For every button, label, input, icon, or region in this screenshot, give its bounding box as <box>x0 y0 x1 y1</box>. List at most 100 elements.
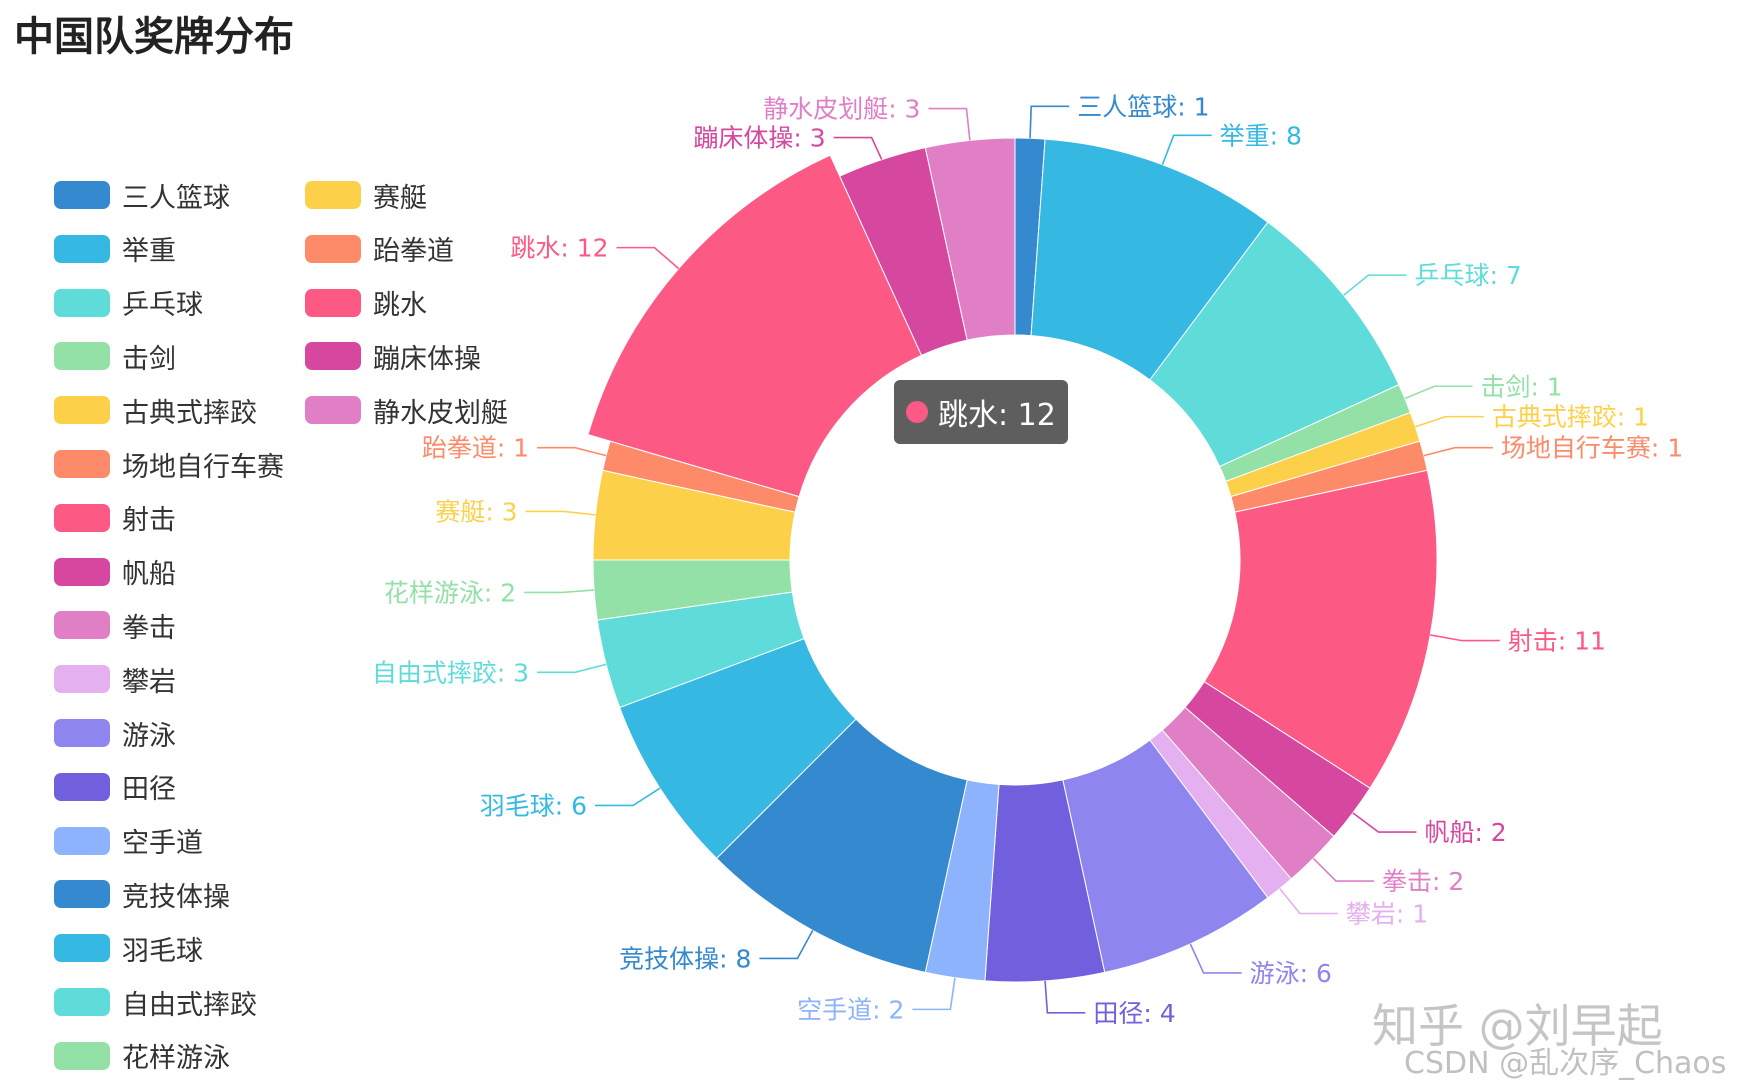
legend-label: 赛艇 <box>373 182 427 214</box>
slice-label-21: 蹦床体操: 3 <box>693 124 825 153</box>
leader-line-5 <box>1415 415 1484 428</box>
legend-item-1[interactable]: 三人篮球 <box>54 176 230 214</box>
legend-label: 举重 <box>122 236 176 268</box>
legend-swatch <box>54 181 110 209</box>
leader-line-20 <box>616 246 680 270</box>
legend-label: 射击 <box>122 505 176 537</box>
leader-line-11 <box>1189 943 1242 974</box>
slice-label-16: 自由式摔跤: 3 <box>372 658 529 687</box>
legend-item-7[interactable]: 射击 <box>54 499 176 537</box>
legend-swatch <box>54 288 110 317</box>
watermark-zhihu: 知乎 @刘早起 <box>1372 999 1663 1053</box>
legend-item-11[interactable]: 游泳 <box>54 714 176 752</box>
leader-line-15 <box>595 787 661 807</box>
legend-swatch <box>54 880 110 909</box>
slice-label-15: 羽毛球: 6 <box>480 791 587 820</box>
slice-22[interactable] <box>924 137 1016 341</box>
leader-line-21 <box>833 136 883 160</box>
slice-label-1: 三人篮球: 1 <box>1077 92 1209 121</box>
slice-label-10: 攀岩: 1 <box>1346 900 1428 929</box>
legend-swatch <box>54 772 110 801</box>
legend-item-6[interactable]: 场地自行车赛 <box>54 445 284 483</box>
slice-label-6: 场地自行车赛: 1 <box>1501 434 1683 463</box>
legend-label: 自由式摔跤 <box>122 989 257 1021</box>
legend-item-14[interactable]: 竞技体操 <box>54 875 230 913</box>
legend-item-2[interactable]: 举重 <box>54 230 176 268</box>
legend-label: 场地自行车赛 <box>122 451 284 483</box>
legend-label: 蹦床体操 <box>373 343 481 375</box>
legend-item-4[interactable]: 击剑 <box>54 337 176 375</box>
watermark-csdn: CSDN @乱次序_Chaos <box>1404 1046 1727 1081</box>
legend-item-8[interactable]: 帆船 <box>54 553 176 591</box>
legend-item-22[interactable]: 静水皮划艇 <box>305 391 508 429</box>
legend-item-9[interactable]: 拳击 <box>54 606 176 644</box>
legend-label: 古典式摔跤 <box>122 397 257 429</box>
slice-20[interactable] <box>587 154 923 498</box>
leader-line-9 <box>1312 857 1375 882</box>
legend-swatch <box>305 234 361 263</box>
legend-item-15[interactable]: 羽毛球 <box>54 929 203 967</box>
legend-label: 竞技体操 <box>122 881 230 913</box>
legend-label: 乒乓球 <box>122 290 203 322</box>
legend-swatch <box>54 396 110 425</box>
legend-swatch <box>54 719 110 747</box>
leader-line-16 <box>537 663 607 674</box>
slice-label-12: 田径: 4 <box>1093 999 1175 1028</box>
slice-label-8: 帆船: 2 <box>1424 818 1506 847</box>
slice-label-4: 击剑: 1 <box>1480 372 1562 401</box>
slice-label-19: 跆拳道: 1 <box>422 434 529 463</box>
slice-label-5: 古典式摔跤: 1 <box>1492 403 1649 432</box>
legend-label: 攀岩 <box>122 666 176 698</box>
legend-item-3[interactable]: 乒乓球 <box>54 284 203 322</box>
legend-label: 静水皮划艇 <box>373 397 508 429</box>
leader-line-14 <box>759 929 814 960</box>
legend-swatch <box>54 826 110 855</box>
legend-item-19[interactable]: 跆拳道 <box>305 230 454 268</box>
legend-swatch <box>54 450 110 478</box>
legend-swatch <box>54 611 110 640</box>
slice-label-22: 静水皮划艇: 3 <box>763 95 920 124</box>
slice-label-13: 空手道: 2 <box>797 995 904 1024</box>
leader-line-10 <box>1279 888 1338 915</box>
leader-line-1 <box>1029 105 1070 139</box>
legend-item-13[interactable]: 空手道 <box>54 822 203 860</box>
legend-label: 三人篮球 <box>122 182 230 214</box>
leader-line-4 <box>1404 385 1473 400</box>
legend-swatch <box>54 988 110 1016</box>
legend-swatch <box>54 234 110 263</box>
legend-swatch <box>54 1041 110 1070</box>
legend-item-12[interactable]: 田径 <box>54 768 176 806</box>
legend-label: 拳击 <box>122 612 176 644</box>
legend-item-17[interactable]: 花样游泳 <box>54 1037 230 1075</box>
legend-swatch <box>305 396 361 425</box>
legend-label: 田径 <box>122 774 176 806</box>
legend-item-18[interactable]: 赛艇 <box>305 176 427 214</box>
leader-line-7 <box>1430 634 1500 642</box>
legend-label: 花样游泳 <box>122 1043 230 1075</box>
legend-item-20[interactable]: 跳水 <box>305 284 427 322</box>
slice-7[interactable] <box>1203 469 1438 789</box>
leader-line-12 <box>1044 980 1086 1014</box>
legend-label: 羽毛球 <box>122 935 203 967</box>
legend-swatch <box>54 934 110 963</box>
leader-line-13 <box>912 977 956 1011</box>
legend-swatch <box>54 665 110 694</box>
slice-label-17: 花样游泳: 2 <box>384 578 516 607</box>
legend-item-16[interactable]: 自由式摔跤 <box>54 983 257 1021</box>
chart-tooltip: 跳水: 12 <box>894 380 1068 444</box>
leader-line-18 <box>525 510 596 516</box>
legend-item-21[interactable]: 蹦床体操 <box>305 337 481 375</box>
legend-swatch <box>305 288 361 317</box>
legend-swatch <box>305 181 361 209</box>
legend-item-10[interactable]: 攀岩 <box>54 660 176 698</box>
leader-line-6 <box>1423 446 1493 457</box>
leader-line-22 <box>928 107 971 141</box>
legend-item-5[interactable]: 古典式摔跤 <box>54 391 257 429</box>
slices <box>587 137 1438 983</box>
tooltip-text: 跳水: 12 <box>938 398 1056 433</box>
slice-label-20: 跳水: 12 <box>510 234 608 263</box>
legend-swatch <box>54 503 110 532</box>
legend-swatch <box>305 342 361 371</box>
